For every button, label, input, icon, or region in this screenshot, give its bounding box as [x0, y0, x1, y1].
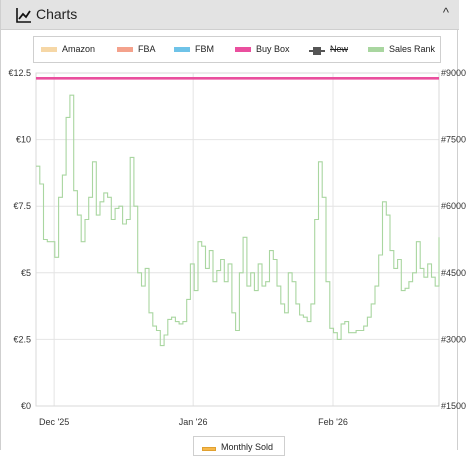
legend-label-buy-box: Buy Box: [256, 44, 290, 54]
y-right-tick-label: #1500: [441, 401, 466, 411]
legend-label-fba: FBA: [138, 44, 156, 54]
y-right-tick-label: #6000: [441, 201, 466, 211]
y-left-tick-label: €5: [21, 268, 31, 278]
line-chart-icon: [16, 7, 32, 23]
monthly-sold-label: Monthly Sold: [221, 442, 274, 452]
legend-swatch-fbm: [174, 47, 190, 52]
legend-label-fbm: FBM: [195, 44, 214, 54]
chevron-up-icon[interactable]: ^: [442, 5, 449, 20]
y-left-tick-label: €0: [21, 401, 31, 411]
legend-swatch-buy-box: [235, 47, 251, 52]
y-left-tick-label: €2.5: [13, 334, 31, 344]
y-left-tick-label: €12.5: [8, 68, 31, 78]
chart-legend: Amazon FBA FBM Buy Box New Sales Rank: [33, 36, 441, 63]
y-right-tick-label: #9000: [441, 68, 466, 78]
y-right-tick-label: #7500: [441, 135, 466, 145]
y-left-tick-label: €7.5: [13, 201, 31, 211]
panel-title: Charts: [36, 6, 78, 22]
x-tick-label: Dec '25: [39, 417, 69, 427]
x-tick-label: Jan '26: [179, 417, 208, 427]
y-right-tick-label: #3000: [441, 334, 466, 344]
legend-swatch-fba: [117, 47, 133, 52]
y-left-tick-label: €10: [16, 135, 31, 145]
panel-header[interactable]: Charts ^: [1, 0, 459, 30]
legend-label-amazon: Amazon: [62, 44, 96, 54]
legend-swatch-sales-rank: [368, 47, 384, 52]
legend-label-sales-rank: Sales Rank: [389, 44, 436, 54]
x-tick-label: Feb '26: [318, 417, 348, 427]
y-right-tick-label: #4500: [441, 268, 466, 278]
plot-area-border: [35, 72, 440, 407]
legend-swatch-amazon: [41, 47, 57, 52]
legend-label-new: New: [330, 44, 349, 54]
legend-swatch-new: [309, 47, 325, 55]
series-line-sales-rank: [36, 94, 440, 347]
